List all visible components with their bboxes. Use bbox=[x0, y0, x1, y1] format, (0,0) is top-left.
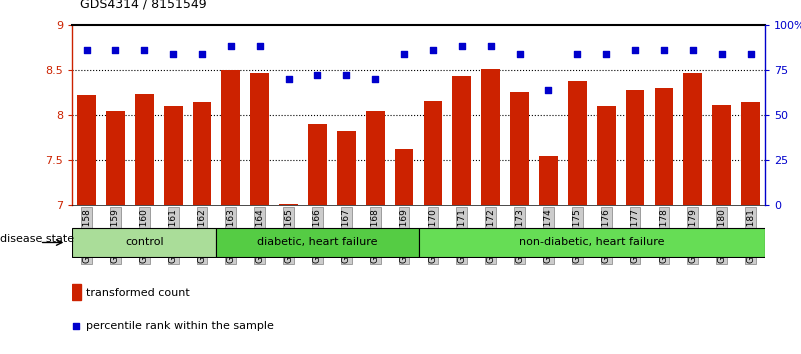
Text: GDS4314 / 8151549: GDS4314 / 8151549 bbox=[80, 0, 207, 11]
Bar bbox=[568, 81, 586, 205]
Bar bbox=[626, 90, 645, 205]
Point bbox=[571, 51, 584, 57]
Point bbox=[427, 47, 440, 53]
Point bbox=[109, 47, 122, 53]
Point bbox=[456, 44, 469, 49]
Text: disease state: disease state bbox=[0, 234, 74, 244]
Point bbox=[368, 76, 381, 82]
Point bbox=[311, 73, 324, 78]
Text: non-diabetic, heart failure: non-diabetic, heart failure bbox=[519, 237, 665, 247]
Bar bbox=[192, 102, 211, 205]
Point bbox=[80, 47, 93, 53]
Point bbox=[686, 47, 699, 53]
FancyBboxPatch shape bbox=[72, 228, 216, 257]
Bar bbox=[163, 106, 183, 205]
Bar bbox=[366, 110, 384, 205]
Bar bbox=[654, 88, 674, 205]
Bar bbox=[395, 149, 413, 205]
Bar bbox=[106, 110, 125, 205]
FancyBboxPatch shape bbox=[216, 228, 418, 257]
Text: control: control bbox=[125, 237, 163, 247]
Bar bbox=[453, 76, 471, 205]
Bar bbox=[308, 124, 327, 205]
Bar bbox=[337, 131, 356, 205]
Text: diabetic, heart failure: diabetic, heart failure bbox=[257, 237, 378, 247]
FancyBboxPatch shape bbox=[418, 228, 765, 257]
Point bbox=[195, 51, 208, 57]
Bar bbox=[77, 95, 96, 205]
Point bbox=[542, 87, 555, 93]
Point bbox=[167, 51, 179, 57]
Point bbox=[629, 47, 642, 53]
Bar bbox=[481, 69, 500, 205]
Point bbox=[658, 47, 670, 53]
Bar bbox=[741, 102, 760, 205]
Bar bbox=[424, 101, 442, 205]
Point bbox=[224, 44, 237, 49]
Point bbox=[715, 51, 728, 57]
Bar bbox=[683, 73, 702, 205]
Bar bbox=[251, 73, 269, 205]
Point bbox=[600, 51, 613, 57]
Bar bbox=[222, 70, 240, 205]
Point bbox=[397, 51, 410, 57]
Bar bbox=[539, 156, 557, 205]
Point bbox=[340, 73, 352, 78]
Text: percentile rank within the sample: percentile rank within the sample bbox=[86, 321, 274, 331]
Bar bbox=[712, 105, 731, 205]
Point bbox=[282, 76, 295, 82]
Bar bbox=[597, 106, 615, 205]
Point bbox=[485, 44, 497, 49]
Point bbox=[253, 44, 266, 49]
Text: transformed count: transformed count bbox=[86, 288, 190, 298]
Point bbox=[276, 178, 289, 183]
Bar bbox=[280, 204, 298, 205]
Bar bbox=[510, 92, 529, 205]
Point bbox=[138, 47, 151, 53]
Bar bbox=[72, 284, 81, 300]
Point bbox=[513, 51, 526, 57]
Bar bbox=[135, 94, 154, 205]
Point bbox=[744, 51, 757, 57]
